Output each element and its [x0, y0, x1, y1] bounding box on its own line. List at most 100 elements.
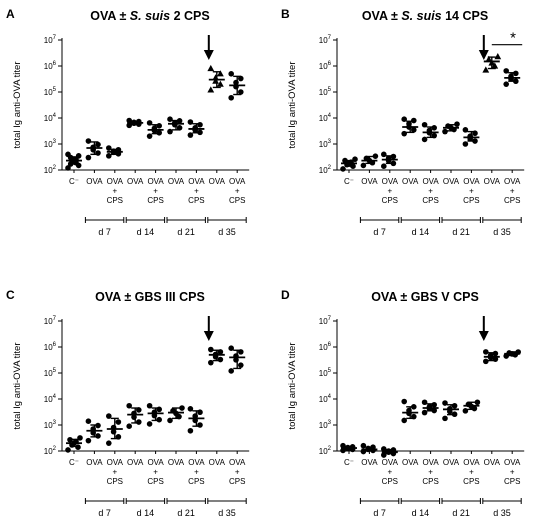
category-label: OVA	[188, 177, 205, 186]
category-label: +	[153, 468, 158, 477]
category-label: OVA	[504, 458, 521, 467]
data-point-triangle	[217, 70, 224, 77]
data-point	[197, 121, 203, 128]
data-point	[75, 153, 82, 159]
category-label: C⁻	[69, 458, 79, 467]
data-point	[454, 121, 460, 127]
y-tick-exponent: 2	[53, 165, 57, 171]
arrow-head	[203, 50, 214, 60]
data-point	[75, 444, 81, 451]
data-point	[381, 452, 387, 458]
panel-label: B	[281, 7, 290, 21]
y-tick-label: 106	[319, 342, 332, 352]
y-tick-label: 102	[44, 165, 57, 175]
data-point	[146, 120, 153, 126]
y-tick-label: 103	[44, 420, 57, 430]
y-tick-base: 10	[319, 317, 328, 326]
data-point	[85, 437, 92, 444]
y-tick-base: 10	[44, 166, 53, 175]
category-label: CPS	[463, 477, 479, 486]
y-tick-base: 10	[44, 317, 53, 326]
category-label: OVA	[463, 177, 480, 186]
day-label: d 14	[137, 227, 155, 237]
data-point	[228, 345, 234, 351]
category-label: OVA	[86, 458, 103, 467]
data-point	[126, 122, 132, 129]
data-point	[167, 128, 173, 135]
day-label: d 35	[493, 227, 511, 237]
y-tick-exponent: 6	[328, 342, 332, 348]
y-tick-exponent: 2	[328, 446, 332, 452]
category-label: OVA	[463, 458, 480, 467]
data-point-triangle	[482, 66, 490, 73]
panel-a: A OVA ± S. suis 2 CPS total Ig anti-OVA ti…	[6, 7, 250, 237]
category-label: CPS	[229, 477, 245, 486]
data-point	[156, 123, 162, 129]
category-label: +	[510, 468, 515, 477]
category-label: OVA	[147, 177, 164, 186]
category-label: CPS	[107, 196, 123, 205]
category-label: +	[428, 187, 433, 196]
category-label: C⁻	[344, 458, 354, 467]
data-point	[492, 350, 499, 357]
category-label: OVA	[422, 177, 439, 186]
title-part-2: 14 CPS	[442, 9, 489, 23]
y-tick-exponent: 2	[53, 446, 57, 452]
arrow-head	[478, 331, 489, 341]
data-point	[442, 400, 448, 406]
y-tick-label: 106	[44, 342, 57, 352]
data-point	[65, 151, 71, 158]
category-label: OVA	[229, 177, 246, 186]
y-tick-exponent: 4	[328, 394, 332, 400]
category-label: CPS	[382, 196, 398, 205]
category-label: OVA	[443, 177, 460, 186]
y-tick-exponent: 6	[328, 61, 332, 67]
y-tick-exponent: 5	[53, 87, 57, 93]
category-label: +	[112, 468, 117, 477]
data-point	[187, 405, 194, 412]
y-tick-base: 10	[319, 369, 328, 378]
y-tick-exponent: 5	[328, 368, 332, 374]
data-point	[156, 129, 162, 136]
y-axis-label: total Ig anti-OVA titer	[287, 62, 298, 149]
data-point-triangle	[494, 52, 502, 60]
data-point	[106, 145, 112, 151]
y-tick-exponent: 3	[53, 420, 57, 426]
data-point	[401, 417, 407, 424]
category-label: CPS	[188, 477, 204, 486]
data-point	[360, 162, 367, 169]
data-point-triangle	[485, 55, 493, 62]
category-label: OVA	[147, 458, 164, 467]
y-tick-base: 10	[319, 140, 328, 149]
y-tick-base: 10	[319, 343, 328, 352]
data-point	[217, 356, 224, 363]
category-label: +	[235, 468, 240, 477]
data-point	[411, 117, 417, 124]
panel-label: A	[6, 7, 15, 21]
category-label: CPS	[504, 196, 520, 205]
y-tick-base: 10	[44, 343, 53, 352]
title-part-2: 2 CPS	[170, 9, 210, 23]
y-tick-base: 10	[44, 395, 53, 404]
data-point	[340, 447, 346, 454]
day-label: d 14	[137, 508, 155, 518]
category-label: CPS	[188, 196, 204, 205]
category-label: CPS	[147, 196, 163, 205]
category-label: OVA	[361, 458, 378, 467]
category-label: +	[428, 468, 433, 477]
category-label: OVA	[188, 458, 205, 467]
significance-star: *	[510, 30, 516, 47]
category-label: CPS	[504, 477, 520, 486]
category-label: OVA	[443, 458, 460, 467]
y-tick-exponent: 5	[328, 87, 332, 93]
data-point	[381, 446, 387, 452]
data-point	[187, 132, 194, 138]
title-part-0: OVA ±	[90, 9, 130, 23]
data-point	[401, 130, 407, 137]
data-point	[352, 156, 358, 163]
title-part-1: S. suis	[130, 9, 170, 23]
data-point	[228, 71, 234, 77]
data-point	[65, 165, 71, 171]
data-point	[474, 399, 481, 406]
data-point	[503, 68, 509, 74]
